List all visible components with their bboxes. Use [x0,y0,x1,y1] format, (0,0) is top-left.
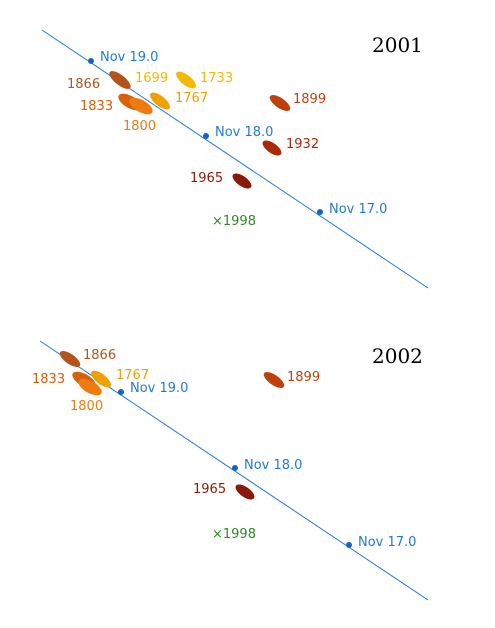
date-label-nov18: Nov 18.0 [244,458,302,473]
trail-label-1866: 1866 [83,348,116,363]
trail-1800 [129,97,153,115]
date-label-nov19: Nov 19.0 [100,50,158,65]
panel-2001: 2001 Nov 19.0 Nov 18.0 Nov 17.0 1866 169… [41,29,429,289]
date-marker [88,58,94,64]
marker-1998: ×1998 [212,214,256,229]
trail-1767 [91,370,111,388]
trail-1767 [150,92,170,110]
year-label: 2002 [372,344,423,368]
date-marker [232,465,238,471]
trail-1899 [263,371,285,389]
trail-1866 [109,71,131,89]
trail-1965 [232,173,252,189]
marker-1998: ×1998 [212,527,256,542]
date-label-nov19: Nov 19.0 [130,381,188,396]
trail-label-1965: 1965 [193,482,226,497]
trail-label-1866: 1866 [67,77,100,92]
trail-label-1899: 1899 [293,92,326,107]
trail-1800 [78,378,102,396]
panel-2002: 2002 Nov 19.0 Nov 18.0 Nov 17.0 1866 176… [32,340,429,601]
trail-1866 [59,350,81,368]
trail-label-1733: 1733 [200,71,233,86]
date-marker [203,133,209,139]
trail-label-1800: 1800 [123,119,156,134]
trail-label-1767: 1767 [116,368,149,383]
date-label-nov17: Nov 17.0 [329,202,387,217]
trail-1965 [235,484,255,500]
trail-1899 [269,94,291,112]
date-marker [317,209,323,215]
date-marker [118,389,124,395]
trail-label-1932: 1932 [286,137,319,152]
trail-label-1833: 1833 [32,372,65,387]
year-label: 2001 [372,33,423,57]
date-label-nov18: Nov 18.0 [215,125,273,140]
trail-1733 [176,71,196,89]
date-label-nov17: Nov 17.0 [358,535,416,550]
trail-1932 [262,140,282,156]
trail-label-1800: 1800 [70,399,103,414]
trail-label-1767: 1767 [175,91,208,106]
trail-label-1833: 1833 [80,99,113,114]
earth-orbit-line [41,29,429,289]
date-marker [346,542,352,548]
trail-label-1965: 1965 [190,171,223,186]
trail-label-1699: 1699 [135,71,168,86]
trail-label-1899: 1899 [287,370,320,385]
